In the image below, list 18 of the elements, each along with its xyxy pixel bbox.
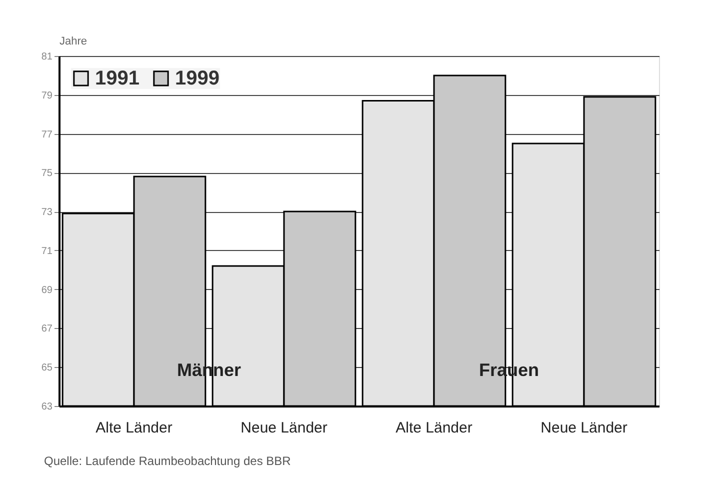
x-tick-label: Alte Länder xyxy=(96,420,172,436)
y-tick-label: 73 xyxy=(41,207,53,218)
y-tick-label: 81 xyxy=(41,52,53,62)
y-tick-label: 69 xyxy=(41,284,53,296)
y-tick-label: 75 xyxy=(41,168,53,180)
y-tick-label: 71 xyxy=(41,246,53,257)
y-axis-title: Jahre xyxy=(60,36,88,48)
x-tick-label: Neue Länder xyxy=(240,420,328,436)
y-tick-label: 77 xyxy=(41,129,53,140)
x-tick-label: Alte Länder xyxy=(396,420,472,436)
y-tick-label: 63 xyxy=(41,402,53,412)
legend-label: 1999 xyxy=(175,67,220,90)
y-tick-label: 79 xyxy=(41,90,53,102)
y-tick-label: 67 xyxy=(41,324,53,335)
x-tick-label: Neue Länder xyxy=(540,420,628,436)
legend-label: 1991 xyxy=(95,67,140,90)
y-tick-label: 65 xyxy=(41,362,53,374)
source-note: Quelle: Laufende Raumbeobachtung des BBR xyxy=(44,454,292,468)
